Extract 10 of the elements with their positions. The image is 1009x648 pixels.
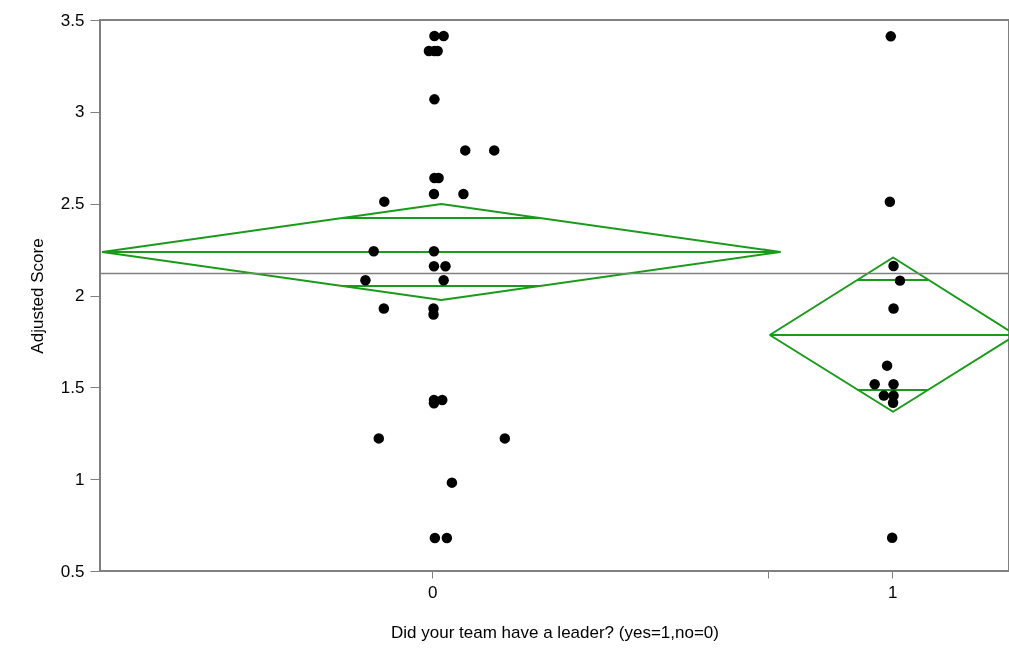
x-axis-title: Did your team have a leader? (yes=1,no=0) xyxy=(391,622,719,642)
y-tick-label: 2.5 xyxy=(60,194,85,214)
x-tick-label: 0 xyxy=(427,582,438,602)
y-tick-label: 1.5 xyxy=(60,377,85,397)
y-tick-label: 3 xyxy=(75,102,85,122)
y-axis-title: Adjusted Score xyxy=(27,238,47,354)
y-tick-label: 0.5 xyxy=(60,561,85,581)
y-tick-label: 2 xyxy=(75,286,85,305)
y-tick-label: 1 xyxy=(75,469,85,489)
y-tick-label: 3.5 xyxy=(60,10,85,30)
